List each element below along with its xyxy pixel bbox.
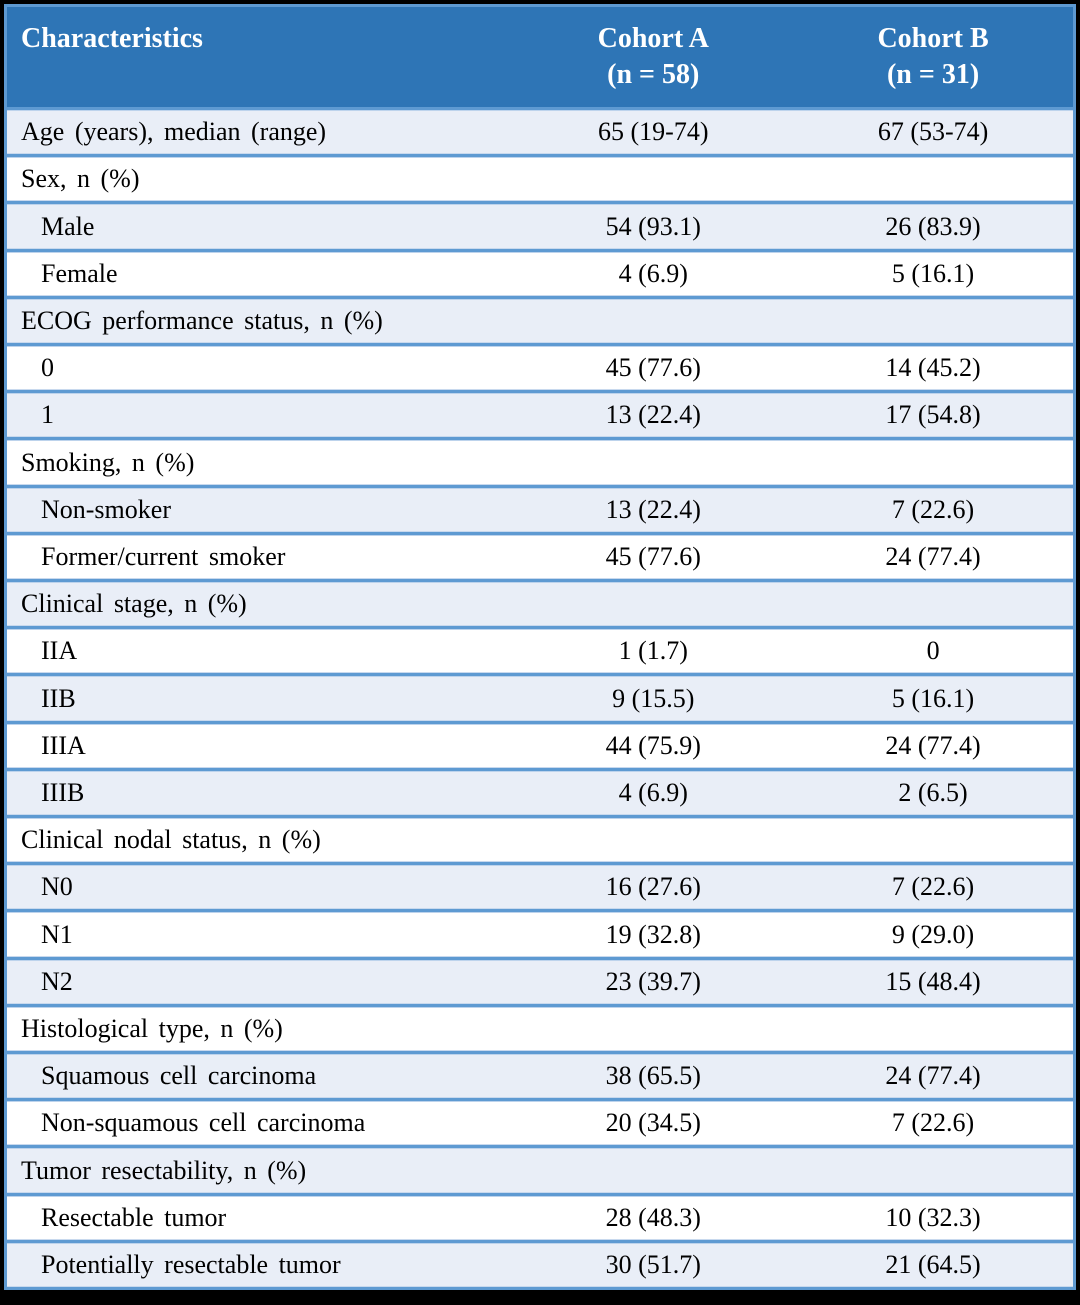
cohort-a-value: 19 (32.8) <box>605 919 701 949</box>
cohort-a-value: 44 (75.9) <box>605 730 701 760</box>
row-label: Former/current smoker <box>41 541 286 571</box>
cohort-b-value: 7 (22.6) <box>891 494 975 524</box>
cohort-b-value: 21 (64.5) <box>885 1249 981 1279</box>
table-row: Clinical stage, n (%) <box>7 579 1073 627</box>
table-row: Clinical nodal status, n (%) <box>7 815 1073 863</box>
table-row: 0 45 (77.6) 14 (45.2) <box>7 343 1073 391</box>
header-cohort-a: Cohort A (n = 58) <box>513 7 793 107</box>
table-row: IIA 1 (1.7) 0 <box>7 626 1073 674</box>
table-row: N2 23 (39.7) 15 (48.4) <box>7 956 1073 1004</box>
row-label: N0 <box>41 872 73 902</box>
row-label: Male <box>41 211 95 241</box>
row-label: Age (years), median (range) <box>21 117 327 147</box>
header-cohort-b: Cohort B (n = 31) <box>793 7 1073 107</box>
cohort-b-n: (n = 31) <box>886 59 980 90</box>
cohort-b-value: 5 (16.1) <box>891 258 975 288</box>
row-label: N1 <box>41 919 73 949</box>
cohort-b-value: 2 (6.5) <box>898 777 968 807</box>
table-row: IIIA 44 (75.9) 24 (77.4) <box>7 720 1073 768</box>
cohort-a-value: 1 (1.7) <box>618 636 688 666</box>
row-label: ECOG performance status, n (%) <box>21 305 383 335</box>
cohort-a-value: 45 (77.6) <box>605 541 701 571</box>
cohort-b-value: 9 (29.0) <box>891 919 975 949</box>
cohort-b-value: 26 (83.9) <box>885 211 981 241</box>
row-label: Non-squamous cell carcinoma <box>41 1108 366 1138</box>
table-row: IIB 9 (15.5) 5 (16.1) <box>7 673 1073 721</box>
cohort-b-value: 14 (45.2) <box>885 353 981 383</box>
row-label: Potentially resectable tumor <box>41 1249 341 1279</box>
cohort-a-value: 38 (65.5) <box>605 1061 701 1091</box>
table-row: Age (years), median (range) 65 (19-74) 67 … <box>7 107 1073 155</box>
table-row: Non-smoker 13 (22.4) 7 (22.6) <box>7 484 1073 532</box>
table-row: Male 54 (93.1) 26 (83.9) <box>7 201 1073 249</box>
table-row: N1 19 (32.8) 9 (29.0) <box>7 909 1073 957</box>
header-characteristics-label: Characteristics <box>21 23 203 54</box>
table-row: ECOG performance status, n (%) <box>7 295 1073 344</box>
cohort-a-value: 45 (77.6) <box>605 353 701 383</box>
cohort-a-value: 30 (51.7) <box>605 1249 701 1279</box>
cohort-b-value: 7 (22.6) <box>891 1108 975 1138</box>
row-label: Squamous cell carcinoma <box>41 1061 317 1091</box>
table-row: Squamous cell carcinoma 38 (65.5) 24 (77.4… <box>7 1051 1073 1099</box>
cohort-a-value: 23 (39.7) <box>605 966 701 996</box>
row-label: Resectable tumor <box>41 1202 227 1232</box>
characteristics-table: Characteristics Cohort A (n = 58) Cohort… <box>4 4 1076 1290</box>
cohort-b-value: 24 (77.4) <box>885 541 981 571</box>
table-header-row: Characteristics Cohort A (n = 58) Cohort… <box>7 7 1073 107</box>
row-label: 0 <box>41 353 54 383</box>
cohort-b-value: 67 (53-74) <box>877 117 989 147</box>
cohort-a-value: 16 (27.6) <box>605 872 701 902</box>
cohort-a-title: Cohort A <box>597 23 709 54</box>
table-row: IIIB 4 (6.9) 2 (6.5) <box>7 767 1073 816</box>
table-row: Former/current smoker 45 (77.6) 24 (77.4) <box>7 531 1073 580</box>
row-label: 1 <box>41 400 54 430</box>
table-row: Non-squamous cell carcinoma 20 (34.5) 7 (2… <box>7 1098 1073 1146</box>
row-label: IIIA <box>41 730 86 760</box>
cohort-b-value: 17 (54.8) <box>885 400 981 430</box>
cohort-b-value: 15 (48.4) <box>885 966 981 996</box>
cohort-a-value: 4 (6.9) <box>618 258 688 288</box>
row-label: Non-smoker <box>41 494 171 524</box>
cohort-a-value: 28 (48.3) <box>605 1202 701 1232</box>
row-label: Clinical stage, n (%) <box>21 589 247 619</box>
cohort-a-value: 13 (22.4) <box>605 400 701 430</box>
header-characteristics: Characteristics <box>7 7 513 107</box>
row-label: Clinical nodal status, n (%) <box>21 825 321 855</box>
row-label: Tumor resectability, n (%) <box>21 1155 307 1185</box>
table-row: Histological type, n (%) <box>7 1003 1073 1052</box>
cohort-b-value: 24 (77.4) <box>885 1061 981 1091</box>
cohort-b-value: 10 (32.3) <box>885 1202 981 1232</box>
cohort-b-value: 24 (77.4) <box>885 730 981 760</box>
cohort-a-n: (n = 58) <box>607 59 700 90</box>
row-label: Smoking, n (%) <box>21 447 195 477</box>
cohort-b-value: 7 (22.6) <box>891 872 975 902</box>
table-row: Female 4 (6.9) 5 (16.1) <box>7 248 1073 296</box>
table-row: Resectable tumor 28 (48.3) 10 (32.3) <box>7 1192 1073 1240</box>
cohort-a-value: 9 (15.5) <box>612 683 695 713</box>
table-row: 1 13 (22.4) 17 (54.8) <box>7 390 1073 438</box>
cohort-a-value: 65 (19-74) <box>598 117 709 147</box>
table-row: Potentially resectable tumor 30 (51.7) 21 … <box>7 1239 1073 1288</box>
cohort-a-value: 4 (6.9) <box>618 777 688 807</box>
cohort-b-value: 0 <box>926 636 940 666</box>
cohort-a-value: 54 (93.1) <box>605 211 701 241</box>
cohort-a-value: 20 (34.5) <box>605 1108 701 1138</box>
cohort-a-value: 13 (22.4) <box>605 494 701 524</box>
row-label: Histological type, n (%) <box>21 1013 283 1043</box>
table-rows: Age (years), median (range) 65 (19-74) 67 … <box>7 107 1073 1288</box>
row-label: Sex, n (%) <box>21 164 140 194</box>
row-label: IIA <box>41 636 78 666</box>
cohort-b-title: Cohort B <box>877 23 989 54</box>
table-row: Tumor resectability, n (%) <box>7 1145 1073 1193</box>
table-row: N0 16 (27.6) 7 (22.6) <box>7 862 1073 910</box>
row-label: IIB <box>41 683 76 713</box>
row-label: Female <box>41 258 118 288</box>
row-label: IIIB <box>41 777 85 807</box>
row-label: N2 <box>41 966 73 996</box>
table-row: Smoking, n (%) <box>7 437 1073 485</box>
cohort-b-value: 5 (16.1) <box>891 683 975 713</box>
table-row: Sex, n (%) <box>7 154 1073 202</box>
